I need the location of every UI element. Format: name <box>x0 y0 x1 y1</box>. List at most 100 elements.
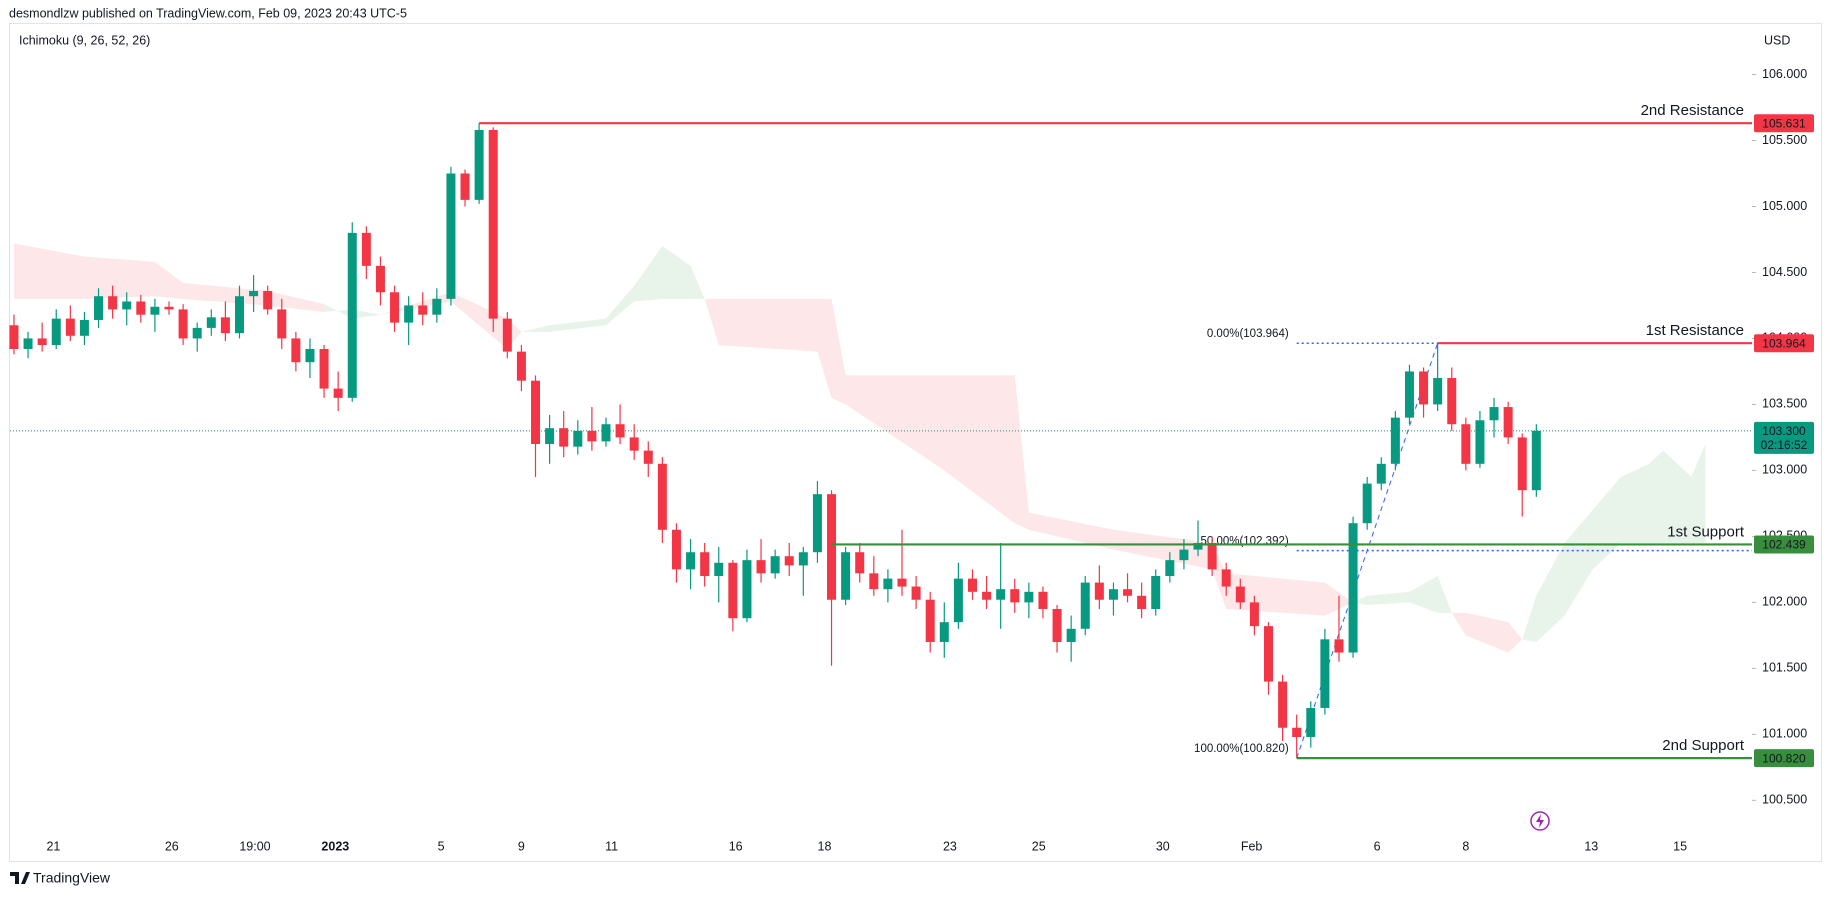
candle-body <box>277 309 287 339</box>
y-tick-label: 103.500 <box>1762 397 1807 411</box>
cloud-segment <box>1564 510 1593 616</box>
candle-body <box>474 129 484 200</box>
cloud-segment <box>817 298 832 398</box>
alert-icon[interactable] <box>1530 811 1550 831</box>
candle-body <box>784 556 794 566</box>
price-tag <box>1754 334 1814 353</box>
cloud-segment <box>605 285 635 326</box>
candle-body <box>150 306 160 315</box>
y-tick-label: 104.500 <box>1762 265 1807 279</box>
candle-body <box>1348 523 1358 653</box>
last-price-tag <box>1754 421 1814 454</box>
candle-body <box>1489 407 1499 421</box>
candle-body <box>700 552 710 576</box>
candle-body <box>1376 463 1386 484</box>
x-tick-label: 2023 <box>321 839 349 853</box>
candle-body <box>9 325 19 349</box>
cloud-segment <box>183 283 268 306</box>
candle-body <box>375 265 385 293</box>
level-label: 1st Support <box>1667 523 1745 540</box>
candle-body <box>136 301 146 315</box>
candle-body <box>347 232 357 398</box>
fib-trend <box>1296 343 1439 759</box>
candle-body <box>1475 420 1485 464</box>
candle-body <box>390 292 400 323</box>
candle-body <box>559 428 569 447</box>
cloud-segment <box>1367 591 1410 606</box>
cloud-segment <box>324 304 353 319</box>
x-tick-label: 5 <box>438 839 445 853</box>
y-tick-label: 101.500 <box>1762 661 1807 675</box>
candle-body <box>1433 378 1443 405</box>
level-label: 1st Resistance <box>1646 322 1744 339</box>
candle-body <box>1123 589 1133 596</box>
cloud-segment <box>1437 575 1452 613</box>
price-tag-label: 102.439 <box>1762 538 1806 552</box>
cloud-segment <box>521 325 550 332</box>
candle-body <box>1320 639 1330 708</box>
cloud-segment <box>1522 595 1537 642</box>
price-tag <box>1754 535 1814 554</box>
candle-body <box>1179 549 1189 561</box>
candle-body <box>545 428 555 445</box>
candle-body <box>869 573 879 590</box>
candle-body <box>629 437 639 451</box>
candle-body <box>404 305 414 323</box>
candle-body <box>1235 586 1245 603</box>
candle-body <box>1517 437 1527 491</box>
candle-body <box>1052 608 1062 642</box>
cloud-segment <box>1014 375 1029 530</box>
candle-body <box>164 306 174 310</box>
candle-body <box>263 290 273 310</box>
countdown: 02:16:52 <box>1761 438 1808 452</box>
candle-body <box>939 622 949 642</box>
candle-body <box>531 380 541 445</box>
cloud-segment <box>1649 450 1664 543</box>
price-tag-label: 105.631 <box>1762 116 1806 130</box>
candle-body <box>488 129 498 319</box>
candle-body <box>883 578 893 590</box>
indicator-label[interactable]: Ichimoku (9, 26, 52, 26) <box>19 33 150 47</box>
cloud-segment <box>690 265 705 299</box>
candle-body <box>23 338 33 349</box>
cloud-segment <box>662 246 691 299</box>
candle-body <box>432 298 442 315</box>
candle-body <box>192 327 202 339</box>
x-tick-label: 9 <box>518 839 525 853</box>
cloud-segment <box>944 375 1015 524</box>
x-tick-label: 25 <box>1032 839 1046 853</box>
candle-body <box>1334 639 1344 653</box>
candle-body <box>967 578 977 592</box>
fib-label: 100.00%(100.820) <box>1194 743 1289 755</box>
cloud-segment <box>718 298 818 352</box>
x-tick-label: 6 <box>1374 839 1381 853</box>
fib-label: 0.00%(103.964) <box>1207 328 1289 340</box>
candle-body <box>1390 417 1400 464</box>
publisher: desmondlzw published on TradingView.com,… <box>9 6 407 20</box>
candle-body <box>1419 371 1429 405</box>
candle-body <box>1094 582 1104 600</box>
candle-body <box>1292 727 1302 737</box>
candle-body <box>1066 628 1076 642</box>
y-tick-label: 105.500 <box>1762 133 1807 147</box>
candle-body <box>516 351 526 381</box>
chart-frame <box>9 23 1822 862</box>
candle-body <box>79 319 89 336</box>
candle-body <box>601 424 611 442</box>
candle-body <box>1137 595 1147 609</box>
candle-body <box>982 591 992 600</box>
candle-body <box>1264 626 1274 682</box>
cloud-segment <box>1028 512 1114 550</box>
x-tick-label: 16 <box>729 839 743 853</box>
candle-body <box>798 552 808 566</box>
candle-body <box>714 562 724 576</box>
candle-body <box>1151 575 1161 609</box>
y-tick-label: 102.000 <box>1762 595 1807 609</box>
cloud-segment <box>1451 612 1466 636</box>
candle-body <box>319 349 329 389</box>
brand[interactable]: TradingView <box>33 870 111 886</box>
cloud-segment <box>84 256 155 299</box>
candle-body <box>657 463 667 530</box>
cloud-segment <box>352 309 381 319</box>
